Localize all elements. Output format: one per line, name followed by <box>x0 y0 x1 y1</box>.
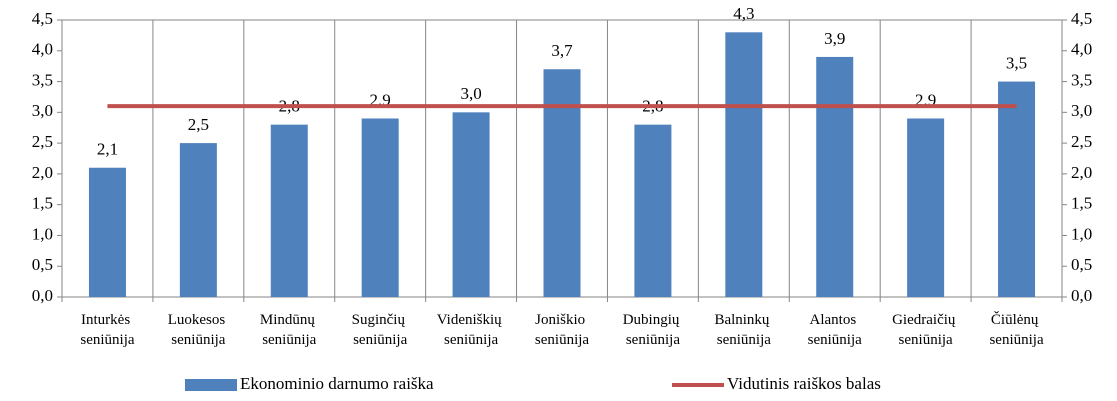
y2-tick-label: 4,0 <box>1071 40 1092 59</box>
value-label: 3,5 <box>1006 53 1027 72</box>
y2-tick-label: 1,0 <box>1071 224 1092 243</box>
value-label: 2,1 <box>97 140 118 159</box>
bar <box>361 118 399 297</box>
y-tick-label: 3,5 <box>32 70 53 89</box>
x-tick-label: Čiūlėnų seniūnija <box>989 311 1043 348</box>
bar <box>816 56 854 297</box>
bar <box>179 143 217 297</box>
bar <box>634 124 672 298</box>
y-tick-label: 1,0 <box>32 224 53 243</box>
y-tick-label: 2,0 <box>32 163 53 182</box>
value-label: 3,7 <box>551 41 573 60</box>
bar <box>543 69 581 297</box>
bar <box>998 81 1036 297</box>
y2-tick-label: 4,5 <box>1071 9 1092 28</box>
legend-label: Vidutinis raiškos balas <box>727 374 881 393</box>
bar <box>725 32 763 298</box>
y2-tick-label: 2,0 <box>1071 163 1092 182</box>
legend-swatch <box>185 379 237 391</box>
x-tick-label: Inturkės seniūnija <box>80 312 134 348</box>
legend-label: Ekonominio darnumo raiška <box>240 374 434 393</box>
value-label: 2,5 <box>188 115 209 134</box>
x-tick-label: Balninkų seniūnija <box>714 312 773 348</box>
x-tick-label: Dubingių seniūnija <box>623 312 683 348</box>
value-label: 3,9 <box>824 29 845 48</box>
x-tick-label: Giedraičių seniūnija <box>892 312 959 348</box>
bar <box>907 118 945 297</box>
y2-tick-label: 0,5 <box>1071 255 1092 274</box>
y-tick-label: 4,0 <box>32 40 53 59</box>
y-tick-label: 1,5 <box>32 194 53 213</box>
x-tick-label: Luokesos seniūnija <box>168 312 229 348</box>
value-label: 4,3 <box>733 4 754 23</box>
y-tick-label: 3,0 <box>32 101 53 120</box>
y2-tick-label: 1,5 <box>1071 194 1092 213</box>
y2-tick-label: 0,0 <box>1071 286 1092 305</box>
value-label: 3,0 <box>460 84 481 103</box>
bar <box>88 167 126 297</box>
y-tick-label: 2,5 <box>32 132 53 151</box>
x-tick-label: Suginčių seniūnija <box>352 312 409 348</box>
y2-tick-label: 2,5 <box>1071 132 1092 151</box>
y2-tick-label: 3,0 <box>1071 101 1092 120</box>
x-tick-label: Mindūnų seniūnija <box>260 312 319 348</box>
y-tick-label: 0,5 <box>32 255 53 274</box>
bar <box>452 112 490 297</box>
x-tick-label: Videniškių seniūnija <box>437 312 506 348</box>
y-tick-label: 0,0 <box>32 286 53 305</box>
y-tick-label: 4,5 <box>32 9 53 28</box>
bar <box>270 124 308 298</box>
y2-tick-label: 3,5 <box>1071 70 1092 89</box>
x-tick-label: Joniškio seniūnija <box>535 312 589 348</box>
x-tick-label: Alantos seniūnija <box>808 312 862 348</box>
